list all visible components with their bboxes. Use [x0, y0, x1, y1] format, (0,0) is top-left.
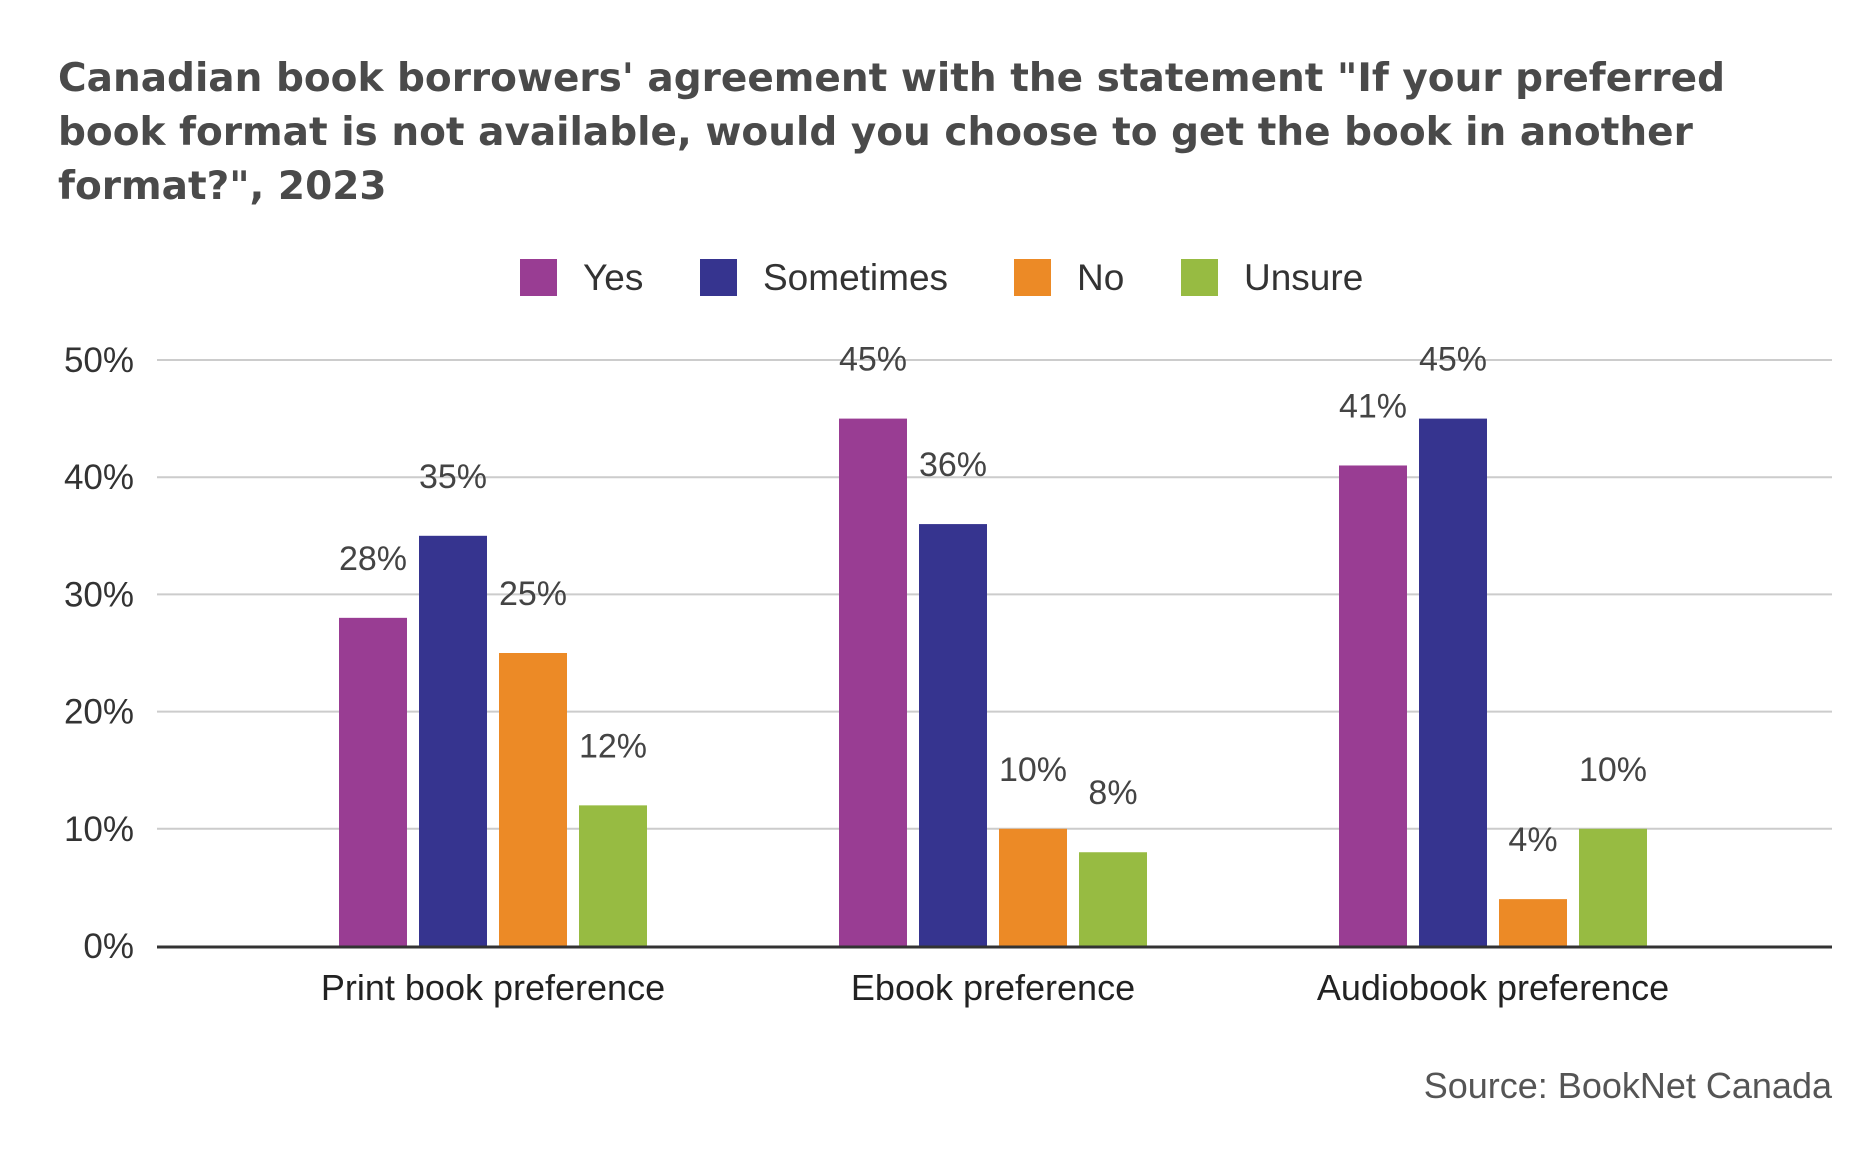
data-label-print-book-preference-yes: 28% [339, 540, 407, 578]
y-tick-label: 10% [64, 810, 134, 849]
data-label-audiobook-preference-sometimes: 45% [1419, 341, 1487, 379]
bar-print-book-preference-unsure [579, 805, 647, 946]
bar-ebook-preference-unsure [1079, 852, 1147, 946]
data-label-print-book-preference-no: 25% [499, 575, 567, 613]
bars [339, 418, 1647, 947]
legend-label-no: No [1077, 257, 1124, 298]
bar-print-book-preference-no [499, 653, 567, 946]
data-labels: 28% 35% 25% 12% 45% 36% 10% 8% 41% 45% 4% 10% [339, 341, 1647, 860]
legend-swatch-yes [520, 259, 557, 296]
bar-ebook-preference-sometimes [919, 524, 987, 946]
bar-print-book-preference-sometimes [419, 535, 487, 946]
legend-label-yes: Yes [583, 257, 643, 298]
y-tick-label: 0% [83, 927, 134, 966]
chart-title: Canadian book borrowers' agreement with … [58, 56, 1726, 209]
legend-swatch-no [1014, 259, 1051, 296]
y-tick-label: 20% [64, 693, 134, 732]
bar-audiobook-preference-no [1499, 899, 1567, 946]
legend-label-sometimes: Sometimes [763, 257, 948, 298]
x-category-label: Ebook preference [851, 967, 1135, 1008]
data-label-audiobook-preference-no: 4% [1508, 821, 1557, 859]
x-axis: Print book preference Ebook preference Aud… [157, 945, 1832, 1008]
source-label: Source: BookNet Canada [1424, 1065, 1833, 1106]
bar-audiobook-preference-unsure [1579, 828, 1647, 946]
x-category-label: Audiobook preference [1317, 967, 1669, 1008]
data-label-audiobook-preference-yes: 41% [1339, 387, 1407, 425]
legend-swatch-sometimes [700, 259, 737, 296]
data-label-print-book-preference-sometimes: 35% [419, 458, 487, 496]
bar-audiobook-preference-sometimes [1419, 418, 1487, 947]
legend-label-unsure: Unsure [1244, 257, 1363, 298]
data-label-ebook-preference-no: 10% [999, 751, 1067, 789]
y-axis: 0% 10% 20% 30% 40% 50% [64, 341, 134, 966]
bar-ebook-preference-yes [839, 418, 907, 947]
data-label-ebook-preference-unsure: 8% [1088, 774, 1137, 812]
data-label-print-book-preference-unsure: 12% [579, 727, 647, 765]
y-tick-label: 30% [64, 575, 134, 614]
x-category-label: Print book preference [321, 967, 665, 1008]
bar-ebook-preference-no [999, 828, 1067, 946]
bar-print-book-preference-yes [339, 617, 407, 946]
data-label-ebook-preference-yes: 45% [839, 341, 907, 379]
data-label-audiobook-preference-unsure: 10% [1579, 751, 1647, 789]
legend-swatch-unsure [1181, 259, 1218, 296]
data-label-ebook-preference-sometimes: 36% [919, 446, 987, 484]
y-tick-label: 50% [64, 341, 134, 380]
y-tick-label: 40% [64, 458, 134, 497]
bar-audiobook-preference-yes [1339, 465, 1407, 946]
legend: Yes Sometimes No Unsure [520, 257, 1363, 298]
